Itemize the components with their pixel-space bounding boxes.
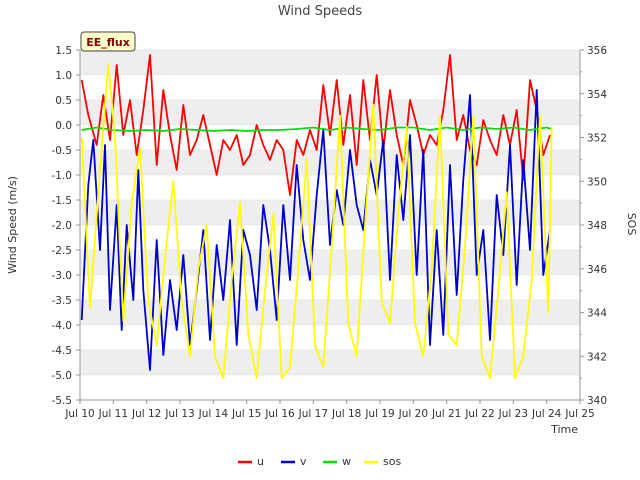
y-tick-label-5: -1.0 [52,170,73,182]
x-tick-label-13: Jul 23 [498,408,528,420]
x-axis-ticks: Jul 10 Jul 11 Jul 12 Jul 13 Jul 14 Jul 15 Jul … [64,400,595,420]
series-line-sos [80,62,553,380]
y-tick-label-11: -4.0 [52,320,73,332]
y2-tick-label-0: 356 [587,45,607,57]
y-tick-label-3: 0.0 [55,120,72,132]
legend: u v w sos [238,455,401,468]
legend-label-u: u [257,455,264,468]
x-tick-label-0: Jul 10 [64,408,94,420]
y-tick-label-2: 0.5 [55,95,72,107]
y-tick-label-8: -2.5 [52,245,73,257]
series-layer [80,54,553,380]
y-tick-label-14: -5.5 [52,395,73,407]
x-tick-label-5: Jul 15 [231,408,261,420]
x-tick-label-9: Jul 19 [364,408,394,420]
y2-tick-label-8: 340 [587,395,607,407]
y-tick-label-6: -1.5 [52,195,73,207]
station-tag-label: EE_flux [86,36,130,49]
y-tick-label-1: 1.0 [55,70,72,82]
y-tick-label-0: 1.5 [55,45,72,57]
x-axis-title: Time [550,423,578,436]
legend-label-w: w [342,455,351,468]
y-tick-label-13: -5.0 [52,370,73,382]
station-tag: EE_flux [80,31,136,52]
y-tick-label-7: -2.0 [52,220,73,232]
x-tick-label-7: Jul 17 [298,408,328,420]
series-line-v [80,89,551,371]
y2-tick-label-5: 346 [587,264,607,276]
y-axis-ticks: 1.5 1.0 0.5 0.0 -0.5 -1.0 -1.5 -2.0 -2.5 -3.0 -3.5… [52,45,80,407]
y-tick-label-10: -3.5 [52,295,73,307]
x-tick-label-4: Jul 14 [198,408,229,420]
y2-axis-title: SOS [625,213,638,236]
band-11 [80,100,580,125]
y2-tick-label-4: 348 [587,220,607,232]
y2-tick-label-7: 342 [587,351,607,363]
x-tick-label-6: Jul 16 [264,408,295,420]
y2-tick-label-2: 352 [587,133,607,145]
x-tick-label-1: Jul 11 [98,408,128,420]
x-tick-label-10: Jul 20 [398,408,428,420]
y2-axis-ticks: 356 354 352 350 348 346 344 342 340 [580,45,607,407]
x-tick-label-14: Jul 24 [531,408,562,420]
y2-tick-label-3: 350 [587,176,607,188]
legend-label-v: v [300,455,307,468]
series-line-w [81,126,552,132]
legend-label-sos: sos [383,455,401,468]
y2-tick-label-1: 354 [587,89,607,101]
x-tick-label-15: Jul 25 [564,408,594,420]
chart-title: Wind Speeds [278,4,363,19]
x-tick-label-12: Jul 22 [464,408,494,420]
x-tick-label-2: Jul 12 [131,408,161,420]
y-axis-title: Wind Speed (m/s) [6,176,19,274]
band-9 [80,150,580,175]
band-3 [80,300,580,325]
band-1 [80,350,580,375]
y2-tick-label-6: 344 [587,308,607,320]
station-tag-box [80,31,136,52]
x-tick-label-8: Jul 18 [331,408,361,420]
y-tick-label-12: -4.5 [52,345,73,357]
x-tick-label-3: Jul 13 [164,408,194,420]
band-13 [80,50,580,75]
x-tick-label-11: Jul 21 [431,408,461,420]
y-tick-label-4: -0.5 [52,145,73,157]
y-tick-label-9: -3.0 [52,270,73,282]
